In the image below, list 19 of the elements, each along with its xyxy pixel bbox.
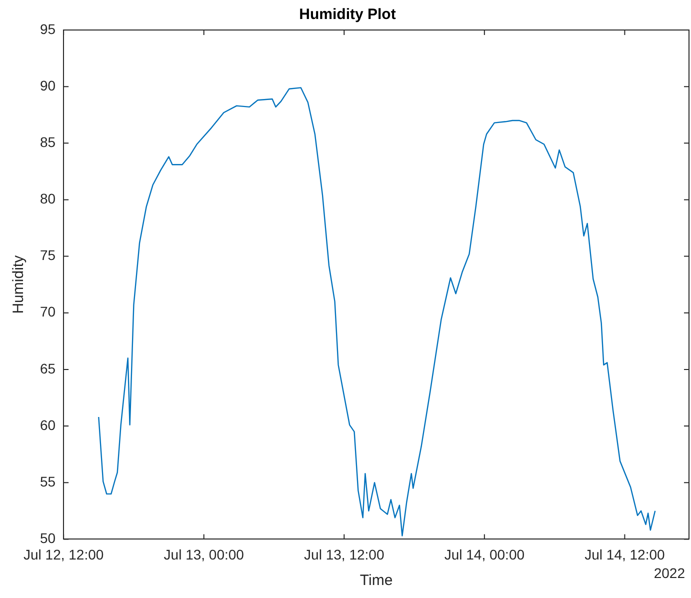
y-tick-label: 90 (40, 77, 56, 94)
chart-title: Humidity Plot (299, 6, 396, 24)
text: 2022 (654, 565, 686, 582)
y-tick-label: 55 (40, 473, 56, 490)
x-axis-title: Time (360, 572, 393, 590)
x-tick-label: Jul 14, 12:00 (584, 546, 666, 562)
y-tick-label: 70 (40, 304, 56, 320)
y-tick-label: 80 (40, 190, 56, 207)
x-tick-label: Jul 13, 00:00 (164, 546, 244, 562)
y-tick-label: 75 (40, 247, 56, 264)
y-tick-label: 50 (40, 530, 56, 546)
x-tick-label: Jul 12, 12:00 (23, 546, 104, 562)
x-tick-label: Jul 14, 00:00 (444, 546, 525, 562)
y-tick-label: 60 (40, 416, 56, 433)
x-tick-label: Jul 13, 12:00 (304, 546, 384, 562)
y-tick-label: 85 (40, 134, 56, 150)
y-tick-label: 95 (40, 20, 56, 37)
y-axis-title: Humidity (10, 254, 28, 314)
y-tick-label: 65 (40, 360, 56, 376)
